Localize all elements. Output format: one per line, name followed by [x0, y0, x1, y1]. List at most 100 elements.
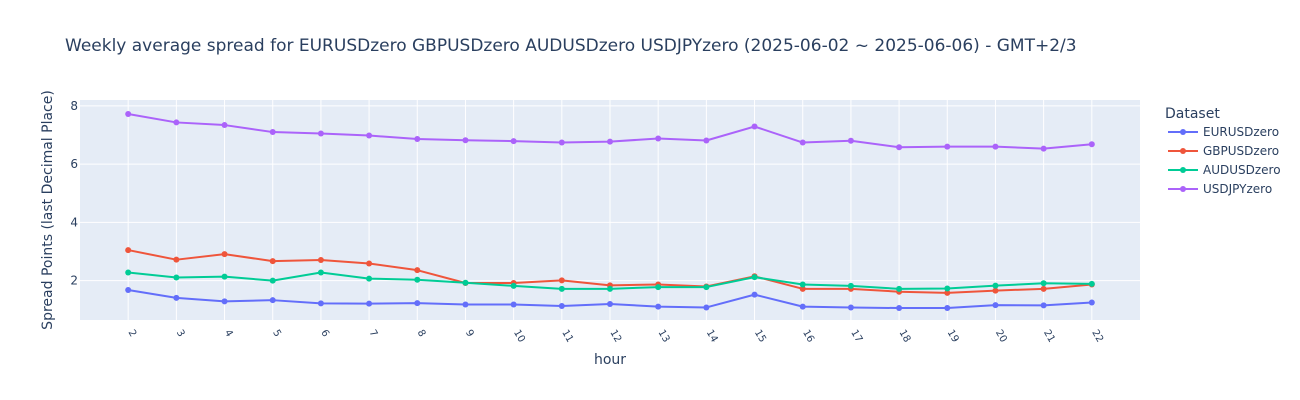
data-point — [558, 277, 565, 284]
legend-swatch-marker — [1180, 129, 1186, 135]
series-layer — [125, 110, 1095, 312]
data-point — [607, 138, 613, 145]
x-tick-label: 6 — [318, 328, 331, 339]
data-point — [366, 132, 373, 139]
x-tick-label: 21 — [1041, 328, 1057, 345]
y-tick-label: 4 — [70, 215, 78, 229]
data-point — [992, 143, 999, 150]
data-point — [799, 303, 806, 310]
legend-item: GBPUSDzero — [1168, 144, 1279, 158]
data-point — [510, 282, 517, 289]
x-tick-label: 20 — [993, 328, 1009, 345]
data-point — [558, 139, 565, 146]
data-point — [366, 275, 373, 282]
data-point — [655, 135, 662, 142]
data-point — [1040, 280, 1047, 287]
data-point — [173, 274, 180, 281]
data-point — [125, 286, 132, 293]
data-point — [847, 282, 854, 289]
series-audusdzero — [125, 269, 1095, 292]
x-tick-label: 3 — [174, 328, 187, 339]
data-point — [847, 304, 854, 311]
x-tick-label: 19 — [945, 328, 961, 345]
data-point — [269, 297, 276, 304]
data-point — [558, 303, 565, 310]
data-point — [221, 251, 228, 258]
x-tick-label: 16 — [800, 328, 816, 345]
data-point — [173, 294, 180, 301]
x-tick-label: 5 — [270, 328, 283, 339]
data-point — [703, 284, 710, 291]
legend-label: AUDUSDzero — [1203, 163, 1281, 177]
data-point — [125, 247, 132, 254]
data-point — [896, 285, 903, 292]
data-point — [799, 139, 806, 146]
data-point — [414, 267, 421, 274]
data-point — [269, 258, 276, 265]
data-point — [221, 273, 228, 280]
data-point — [1040, 145, 1047, 152]
x-tick-label: 22 — [1089, 328, 1105, 345]
data-point — [992, 282, 999, 289]
data-point — [125, 269, 132, 276]
data-point — [944, 143, 951, 150]
legend: Dataset EURUSDzero GBPUSDzero AUDUSDzero US… — [1165, 106, 1281, 196]
data-point — [847, 137, 854, 144]
series-eurusdzero — [125, 286, 1095, 312]
x-axis-title: hour — [594, 352, 626, 368]
data-point — [462, 279, 469, 286]
data-point — [1088, 299, 1095, 306]
data-point — [269, 277, 276, 284]
data-point — [799, 285, 806, 292]
x-tick-label: 13 — [656, 328, 672, 345]
data-point — [1088, 141, 1095, 148]
data-point — [944, 305, 951, 312]
x-tick-label: 2 — [126, 328, 139, 339]
data-point — [317, 130, 324, 137]
data-point — [607, 285, 613, 292]
y-tick-label: 6 — [70, 157, 78, 171]
x-tick-label: 12 — [607, 328, 623, 345]
y-axis-ticks: 2 4 6 8 — [70, 99, 78, 288]
data-point — [751, 274, 758, 281]
x-tick-label: 7 — [366, 328, 379, 339]
data-point — [944, 285, 951, 292]
data-point — [751, 123, 758, 130]
x-tick-label: 15 — [752, 328, 768, 345]
legend-label: USDJPYzero — [1203, 182, 1272, 196]
data-point — [751, 291, 758, 298]
data-point — [462, 301, 469, 308]
data-point — [269, 129, 276, 136]
y-tick-label: 2 — [70, 274, 78, 288]
data-point — [510, 301, 517, 308]
data-point — [510, 138, 517, 145]
data-point — [125, 110, 132, 117]
legend-item: USDJPYzero — [1168, 182, 1272, 196]
x-tick-label: 14 — [704, 328, 720, 345]
x-tick-label: 9 — [463, 328, 476, 339]
data-point — [462, 137, 469, 144]
y-tick-label: 8 — [70, 99, 78, 113]
legend-item: AUDUSDzero — [1168, 163, 1281, 177]
legend-swatch-marker — [1180, 167, 1186, 173]
data-point — [414, 136, 421, 143]
legend-label: EURUSDzero — [1203, 125, 1279, 139]
data-point — [1040, 302, 1047, 309]
data-point — [944, 289, 951, 296]
data-point — [896, 144, 903, 151]
data-point — [655, 284, 662, 291]
data-point — [607, 300, 613, 307]
data-point — [703, 304, 710, 311]
data-point — [317, 269, 324, 276]
x-tick-label: 8 — [415, 328, 428, 339]
x-tick-label: 10 — [511, 328, 527, 345]
data-point — [896, 305, 903, 312]
data-point — [221, 298, 228, 305]
data-point — [366, 260, 373, 267]
data-point — [173, 119, 180, 126]
data-point — [366, 300, 373, 307]
legend-title: Dataset — [1165, 106, 1220, 122]
x-tick-label: 4 — [222, 328, 235, 339]
legend-swatch-marker — [1180, 186, 1186, 192]
chart-title: Weekly average spread for EURUSDzero GBP… — [65, 36, 1077, 56]
